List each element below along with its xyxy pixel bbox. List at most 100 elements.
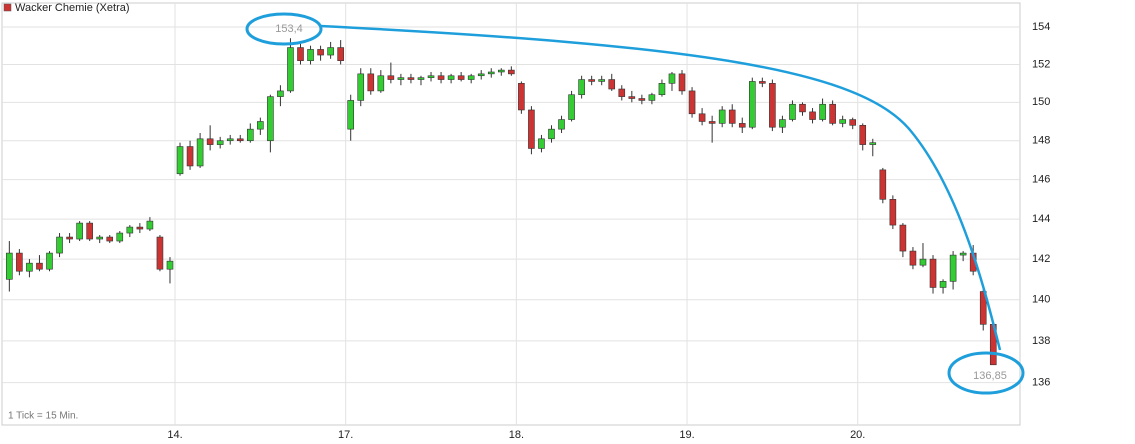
candle-body [86,222,93,240]
candle-body [708,121,716,124]
candle-body [367,73,375,92]
candle-body [538,138,545,149]
candle-body [427,75,435,78]
candle-body [257,121,264,130]
candle-body [769,83,776,128]
candle-body [136,226,144,230]
candle-body [899,224,907,252]
candle-body [467,75,475,80]
candle-body [508,69,515,75]
candle-body [668,73,676,84]
candle-body [247,128,254,142]
y-tick-label: 140 [1032,294,1050,306]
candle-body [869,142,877,145]
legend-label: Wacker Chemie (Xetra) [15,2,130,14]
candle-body [317,49,324,56]
y-tick-label: 154 [1032,21,1050,33]
candle-body [748,81,756,128]
candle-body [809,111,816,120]
y-tick-label: 144 [1032,213,1050,225]
candle-body [126,226,134,234]
y-tick-label: 152 [1032,58,1050,70]
x-tick-label: 17. [338,429,353,441]
candle-body [688,90,696,115]
candle-body [859,125,867,145]
candle-body [487,71,495,75]
candle-body [36,262,43,270]
candle-body [618,88,626,97]
candle-body [849,119,857,126]
candle-body [698,113,706,122]
candle-body [307,49,314,61]
candle-body [287,47,294,92]
candle-body [277,90,284,97]
candle-body [779,119,786,128]
candle-body [588,79,595,82]
legend-swatch [3,3,12,12]
annotation: 153,4 [275,23,303,35]
candle-body [638,98,646,101]
candle-body [628,96,636,99]
candle-body [226,138,234,142]
candle-body [477,73,485,77]
candle-body [929,258,937,288]
y-tick-label: 142 [1032,253,1050,265]
candle-body [417,77,425,80]
candle-body [909,250,917,266]
candle-body [919,258,927,266]
candle-body [789,103,796,120]
candle-body [548,128,555,140]
candle-body [6,252,13,280]
candle-body [738,123,746,128]
x-tick-label: 19. [679,429,694,441]
candle-body [96,236,103,240]
candle-body [327,47,334,56]
candle-body [648,94,656,101]
candle-body [66,236,73,240]
candle-body [176,146,184,175]
candle-body [608,79,616,90]
candle-body [297,47,304,61]
candle-body [558,119,565,130]
highlight-ellipse [245,12,323,46]
candle-body [799,103,806,113]
trend-curve [319,24,1002,351]
candle-body [347,100,355,130]
candle-body [759,81,766,84]
candle-body [407,77,415,80]
candle-body [186,146,194,167]
annotation: 136,85 [973,370,1007,382]
candle-body [528,109,535,149]
candle-body [116,232,124,242]
candle-body [658,83,666,96]
candle-body [457,75,465,80]
candle-body [829,103,836,124]
y-tick-label: 146 [1032,174,1050,186]
candle-body [196,138,204,167]
y-tick-label: 150 [1032,96,1050,108]
y-tick-label: 136 [1032,377,1050,389]
candle-body [76,222,83,240]
candle-body [166,260,174,270]
candle-body [568,94,575,120]
candle-body [46,252,53,270]
candle-body [16,252,23,272]
x-tick-label: 20. [850,429,865,441]
candle-body [518,83,525,111]
highlight-ellipse [947,351,1025,395]
candle-body [56,236,63,254]
candle-body [146,220,154,230]
candle-body [106,236,114,242]
x-tick-label: 18. [509,429,524,441]
x-tick-label: 14. [167,429,182,441]
candle-body [447,75,455,80]
candle-body [839,119,846,124]
candle-body [337,47,344,61]
candle-body [236,138,244,142]
candle-body [267,96,274,142]
plot-area [1,2,1021,426]
candle-body [216,140,224,145]
candle-body [206,138,214,145]
candle-body [889,199,897,226]
